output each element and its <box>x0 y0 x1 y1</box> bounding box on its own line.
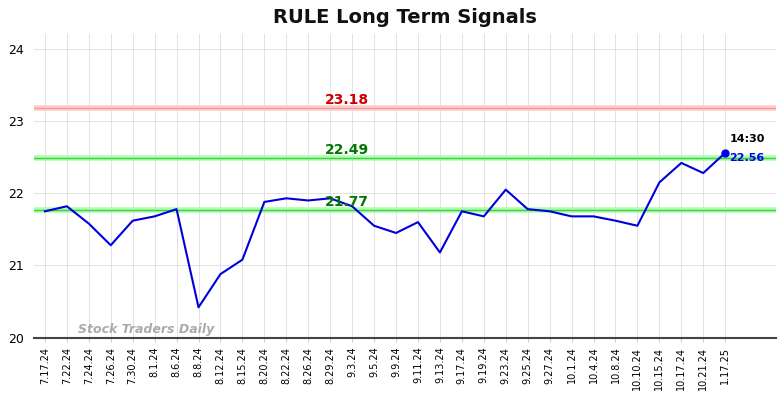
Text: 23.18: 23.18 <box>325 94 369 107</box>
Text: Stock Traders Daily: Stock Traders Daily <box>78 323 214 336</box>
Title: RULE Long Term Signals: RULE Long Term Signals <box>273 8 537 27</box>
Text: 14:30: 14:30 <box>730 134 765 144</box>
Text: 22.56: 22.56 <box>730 153 765 163</box>
Text: 22.49: 22.49 <box>325 143 369 157</box>
Text: 21.77: 21.77 <box>325 195 368 209</box>
